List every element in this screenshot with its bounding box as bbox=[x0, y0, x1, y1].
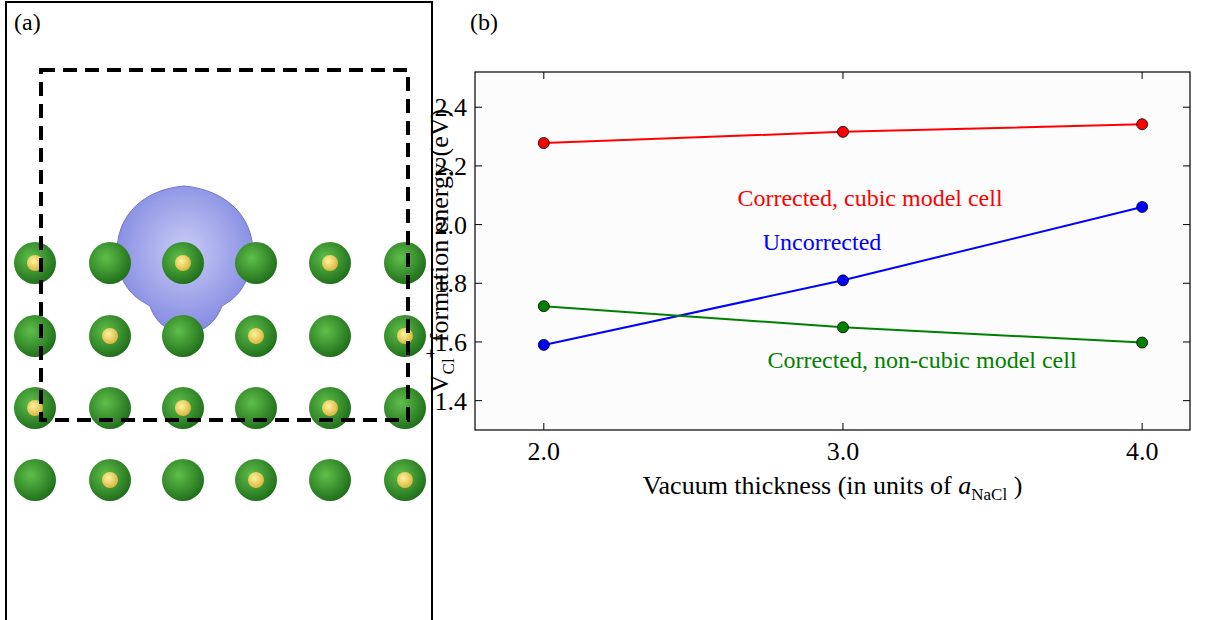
atom-cl bbox=[162, 242, 204, 284]
atom-cl bbox=[235, 387, 277, 429]
series-point bbox=[837, 275, 848, 286]
atom-cl bbox=[162, 387, 204, 429]
y-tick bbox=[475, 224, 482, 225]
atom-na bbox=[322, 400, 338, 416]
series-group bbox=[538, 119, 1147, 351]
atom-cl bbox=[14, 315, 56, 357]
atom-cl bbox=[162, 459, 204, 501]
y-tick bbox=[475, 107, 482, 108]
panel-b: (b)1.41.61.82.02.22.42.03.04.0Vacuum thi… bbox=[421, 9, 1190, 504]
atom-na bbox=[175, 255, 191, 271]
atom-cl bbox=[235, 459, 277, 501]
atom-cl bbox=[89, 315, 131, 357]
y-tick bbox=[1183, 400, 1190, 401]
x-tick bbox=[842, 423, 843, 430]
y-tick bbox=[475, 165, 482, 166]
series-label: Corrected, non-cubic model cell bbox=[767, 347, 1077, 373]
x-axis-label-part: a bbox=[958, 471, 971, 500]
y-tick bbox=[475, 400, 482, 401]
atom-na bbox=[248, 472, 264, 488]
series-label: Corrected, cubic model cell bbox=[737, 185, 1003, 211]
series-point bbox=[538, 301, 549, 312]
atom-cl bbox=[14, 459, 56, 501]
y-axis-label: VCl+ formation energy (eV) bbox=[421, 109, 458, 393]
atom-na bbox=[397, 328, 413, 344]
x-tick bbox=[543, 72, 544, 79]
atom-cl bbox=[309, 387, 351, 429]
x-axis-label-part: NaCl bbox=[971, 485, 1007, 504]
atom-na bbox=[175, 400, 191, 416]
y-axis-label-part: Cl bbox=[439, 358, 458, 374]
x-tick-label: 2.0 bbox=[528, 437, 561, 466]
x-tick bbox=[1142, 72, 1143, 79]
atom-na bbox=[322, 255, 338, 271]
isosurface bbox=[117, 186, 253, 331]
atom-na bbox=[102, 328, 118, 344]
atom-cl bbox=[89, 387, 131, 429]
x-axis-label-part: ) bbox=[1007, 471, 1022, 500]
series-label: Uncorrected bbox=[763, 229, 882, 255]
atom-cl bbox=[309, 242, 351, 284]
atom-cl bbox=[384, 315, 426, 357]
series-point bbox=[1137, 201, 1148, 212]
series-point bbox=[538, 339, 549, 350]
series-line bbox=[544, 124, 1142, 143]
series-point bbox=[837, 322, 848, 333]
y-tick bbox=[1183, 107, 1190, 108]
atom-cl bbox=[384, 459, 426, 501]
y-tick bbox=[1183, 341, 1190, 342]
y-tick bbox=[475, 341, 482, 342]
panel-a: (a) bbox=[6, 2, 432, 620]
atom-cl bbox=[384, 242, 426, 284]
figure: (a)(b)1.41.61.82.02.22.42.03.04.0Vacuum … bbox=[0, 0, 1209, 620]
atom-cl bbox=[14, 387, 56, 429]
x-tick-label: 3.0 bbox=[827, 437, 860, 466]
atoms bbox=[14, 186, 426, 501]
atom-cl bbox=[14, 242, 56, 284]
y-axis-label-part: + bbox=[421, 349, 440, 359]
x-axis-label-part: Vacuum thickness (in units of bbox=[643, 471, 959, 500]
plot-area bbox=[475, 72, 1190, 430]
atom-cl bbox=[384, 387, 426, 429]
atom-cl bbox=[235, 315, 277, 357]
atom-na bbox=[397, 472, 413, 488]
series-point bbox=[538, 138, 549, 149]
y-tick bbox=[1183, 165, 1190, 166]
atom-cl bbox=[309, 315, 351, 357]
y-axis-label-part: formation energy (eV) bbox=[425, 109, 454, 349]
atom-na bbox=[248, 328, 264, 344]
series-line bbox=[544, 207, 1142, 345]
y-tick bbox=[1183, 224, 1190, 225]
panel-label: (a) bbox=[14, 9, 41, 35]
atom-cl bbox=[162, 315, 204, 357]
x-tick bbox=[543, 423, 544, 430]
cell-frame bbox=[6, 2, 432, 620]
series-point bbox=[837, 126, 848, 137]
x-tick bbox=[1142, 423, 1143, 430]
atom-cl bbox=[89, 459, 131, 501]
model-cell bbox=[41, 70, 408, 420]
series-point bbox=[1137, 119, 1148, 130]
y-tick bbox=[1183, 283, 1190, 284]
y-tick bbox=[475, 283, 482, 284]
series-line bbox=[544, 306, 1142, 342]
x-tick-label: 4.0 bbox=[1126, 437, 1159, 466]
plot-frame bbox=[475, 72, 1190, 430]
x-tick bbox=[842, 72, 843, 79]
y-axis-label-part: V bbox=[425, 374, 454, 393]
panel-label: (b) bbox=[470, 9, 498, 35]
series-point bbox=[1137, 337, 1148, 348]
x-axis-label: Vacuum thickness (in units of aNaCl ) bbox=[643, 471, 1023, 504]
atom-cl bbox=[89, 242, 131, 284]
atom-cl bbox=[309, 459, 351, 501]
atom-na bbox=[102, 472, 118, 488]
atom-cl bbox=[235, 242, 277, 284]
